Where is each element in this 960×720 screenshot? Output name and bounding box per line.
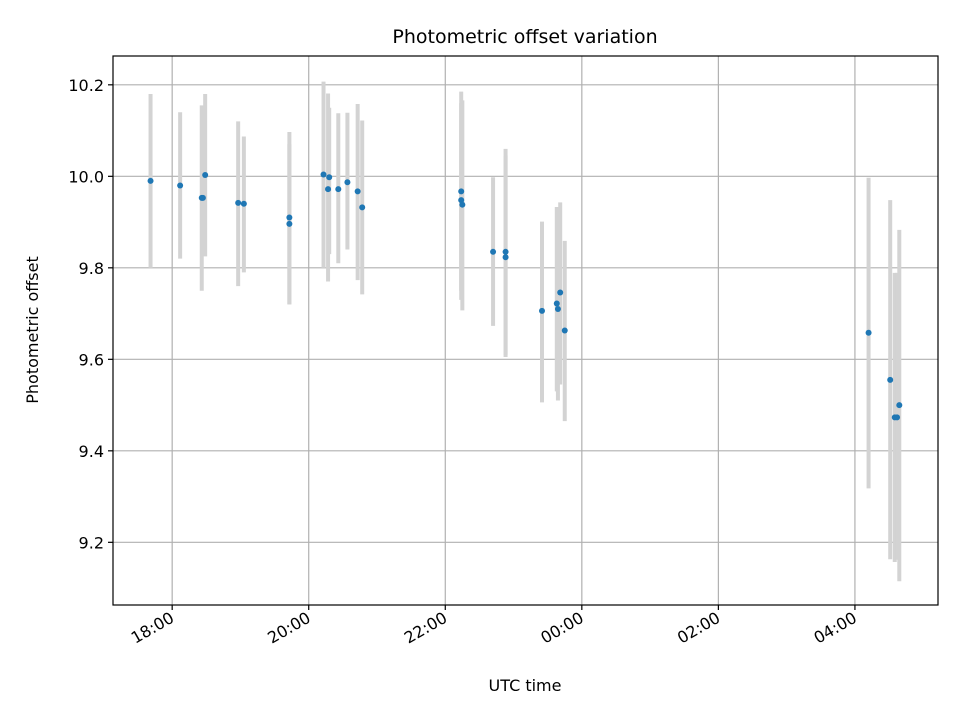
- data-point: [335, 186, 342, 193]
- x-axis-title: UTC time: [489, 676, 562, 695]
- grid-lines: [113, 56, 938, 605]
- chart-title: Photometric offset variation: [392, 26, 657, 48]
- data-point: [887, 376, 894, 383]
- data-point: [896, 402, 903, 409]
- y-tick-label: 9.6: [79, 350, 104, 369]
- data-point: [354, 188, 361, 195]
- data-point: [561, 327, 568, 334]
- y-tick-label: 10.0: [68, 167, 104, 186]
- y-tick-label: 10.2: [68, 76, 104, 95]
- data-point: [459, 201, 466, 208]
- data-point: [502, 254, 509, 261]
- data-point: [554, 305, 561, 312]
- y-axis-ticks: 9.2 9.4 9.6 9.8 10.0 10.2: [68, 76, 113, 552]
- y-axis-title: Photometric offset: [23, 256, 42, 404]
- data-point: [490, 248, 497, 255]
- data-point: [202, 171, 209, 178]
- y-tick-label: 9.4: [79, 442, 104, 461]
- data-point: [325, 186, 332, 193]
- data-point: [286, 214, 293, 221]
- data-point: [199, 194, 206, 201]
- data-point: [894, 414, 901, 421]
- data-point: [240, 200, 247, 207]
- data-point: [286, 220, 293, 227]
- data-point: [235, 199, 242, 206]
- data-point: [458, 188, 465, 195]
- data-point: [458, 197, 465, 204]
- data-point: [326, 174, 333, 181]
- data-point: [147, 177, 154, 184]
- data-points: [147, 171, 903, 421]
- data-point: [865, 329, 872, 336]
- data-point: [557, 289, 564, 296]
- y-tick-label: 9.8: [79, 259, 104, 278]
- data-point: [502, 248, 509, 255]
- y-tick-label: 9.2: [79, 533, 104, 552]
- data-point: [344, 179, 351, 186]
- data-point: [177, 182, 184, 189]
- plot-frame: [112, 55, 939, 606]
- data-point: [539, 307, 545, 314]
- data-point: [359, 204, 366, 211]
- data-point: [320, 171, 327, 178]
- data-point: [553, 300, 560, 307]
